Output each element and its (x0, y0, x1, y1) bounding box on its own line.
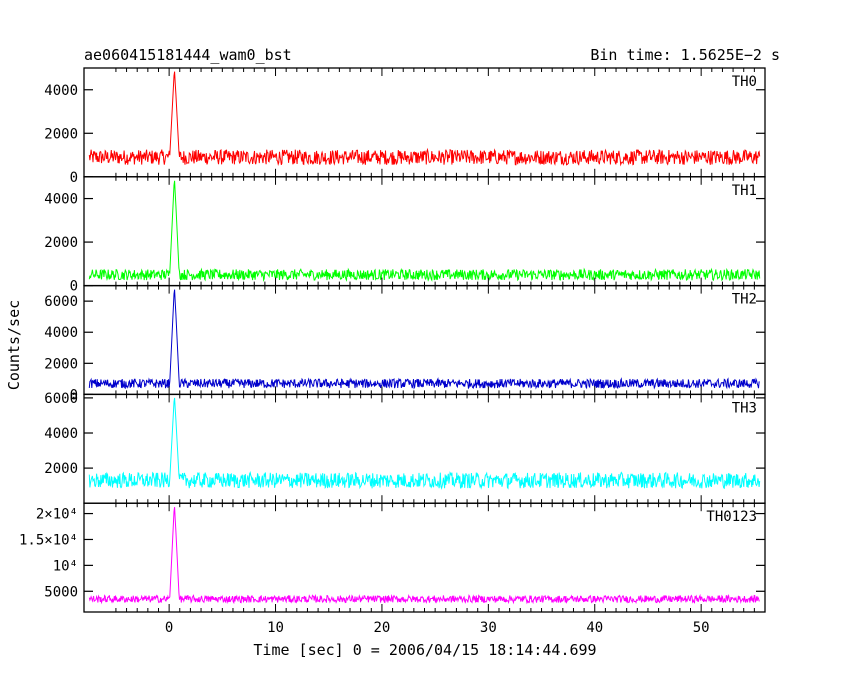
chart-title: ae060415181444_wam0_bst (84, 46, 292, 64)
panel-th3: TH3 2000 4000 6000 (44, 391, 766, 504)
y-tick-label: 2000 (44, 235, 78, 251)
y-tick-label: 6000 (44, 294, 78, 310)
y-tick-label: 2000 (44, 461, 78, 477)
series-line-th0123 (88, 507, 760, 605)
panel-frame (83, 284, 766, 396)
y-tick-label: 2000 (44, 126, 78, 142)
series-line-th2 (88, 289, 760, 390)
series-line-th0 (88, 71, 761, 167)
series-line-th3 (88, 397, 761, 490)
panel-label: TH0123 (706, 509, 757, 525)
y-axis-label: Counts/sec (5, 300, 23, 390)
panel-label: TH0 (732, 74, 757, 90)
y-tick-label: 0 (70, 170, 78, 186)
panel-label: TH2 (732, 292, 757, 308)
x-tick-label: 30 (480, 620, 497, 636)
panel-th0123: TH0123 5000 10⁴ 1.5×10⁴ 2×10⁴ (19, 502, 766, 613)
panel-frame (83, 176, 766, 287)
panel-th0: TH0 0 2000 4000 (44, 67, 766, 186)
x-axis-label: Time [sec] 0 = 2006/04/15 18:14:44.699 (253, 641, 596, 659)
y-tick-label: 4000 (44, 325, 78, 341)
x-tick-label: 0 (165, 620, 173, 636)
series-line-th1 (88, 180, 761, 282)
panel-frame (83, 502, 766, 613)
bin-time-label: Bin time: 1.5625E−2 s (590, 46, 780, 64)
y-tick-label: 0 (70, 279, 78, 295)
y-tick-label: 2000 (44, 356, 78, 372)
y-tick-label: 0 (70, 387, 78, 403)
panel-label: TH1 (732, 183, 757, 199)
x-tick-label: 10 (267, 620, 284, 636)
y-tick-label: 6000 (44, 391, 78, 407)
y-tick-label: 4000 (44, 426, 78, 442)
panel-th1: TH1 0 2000 4000 (44, 176, 766, 295)
y-tick-label: 2×10⁴ (36, 507, 78, 523)
panels-group: TH0 0 2000 4000 TH1 0 2000 4000 TH2 0 2000 4000 6000… (19, 67, 766, 636)
x-tick-label: 50 (693, 620, 710, 636)
y-tick-label: 4000 (44, 83, 78, 99)
y-tick-label: 4000 (44, 192, 78, 208)
x-tick-label: 40 (586, 620, 603, 636)
panel-th2: TH2 0 2000 4000 6000 (44, 284, 766, 403)
y-tick-label: 1.5×10⁴ (19, 532, 78, 548)
panel-frame (83, 393, 766, 504)
y-tick-label: 5000 (44, 584, 78, 600)
y-tick-label: 10⁴ (53, 558, 78, 574)
x-tick-label: 20 (374, 620, 391, 636)
panel-label: TH3 (732, 400, 757, 416)
